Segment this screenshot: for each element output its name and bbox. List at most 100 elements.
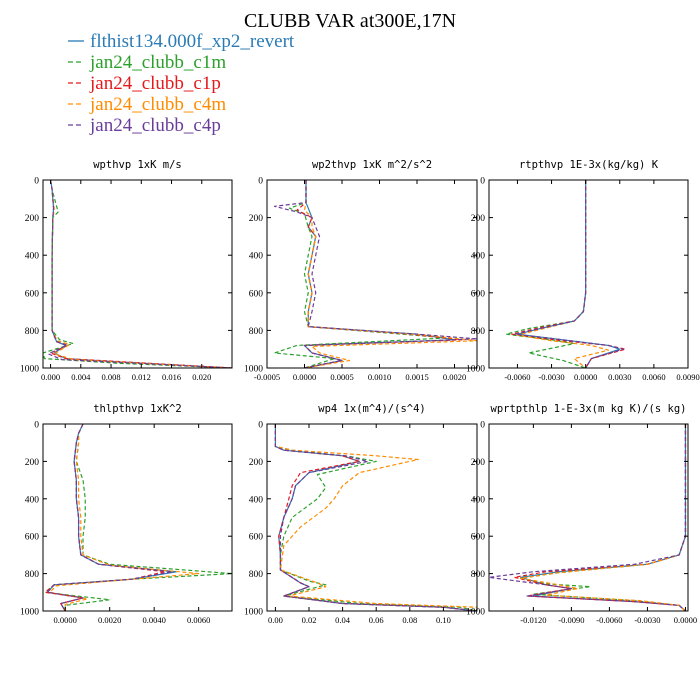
chart-panel: wp2thvp 1xK m^2/s^2 0 200 400 600 800 1000-0.0… (244, 159, 478, 382)
plot-frame (42, 179, 233, 369)
series-line (273, 180, 448, 368)
legend-entry: jan24_clubb_c1p (68, 73, 221, 94)
series-line (49, 180, 232, 368)
series-line (46, 424, 173, 611)
y-tick-label: 0 (34, 177, 39, 187)
panel-title: wp2thvp 1xK m^2/s^2 (312, 159, 432, 171)
series-line (514, 180, 624, 368)
series-line (44, 424, 166, 611)
x-tick-label: -0.0090 (558, 615, 584, 625)
y-tick-label: 1000 (466, 365, 485, 375)
y-tick-label: 0 (258, 177, 263, 187)
x-tick-label: -0.0060 (596, 615, 622, 625)
x-tick-label: 0.012 (132, 372, 151, 382)
panel-title: wpthvp 1xK m/s (93, 159, 182, 171)
y-tick-label: 200 (249, 458, 264, 468)
y-tick-label: 1000 (20, 608, 39, 618)
x-tick-label: -0.0030 (538, 372, 564, 382)
y-tick-label: 800 (249, 327, 264, 337)
y-tick-label: 800 (25, 570, 40, 580)
y-tick-label: 600 (249, 289, 264, 299)
series-line (43, 180, 232, 368)
legend-label: jan24_clubb_c1m (89, 52, 226, 73)
series-line (49, 180, 232, 368)
x-tick-label: 0.0040 (142, 615, 165, 625)
x-tick-label: 0.0000 (574, 372, 597, 382)
y-tick-label: 400 (249, 495, 264, 505)
x-tick-label: 0.02 (302, 615, 317, 625)
chart-panel: wprtpthlp 1-E-3x(m kg K)/(s kg) 0 200 400 60… (466, 403, 697, 625)
x-tick-label: 0.020 (192, 372, 211, 382)
series-group (505, 180, 627, 368)
x-tick-label: 0.0005 (330, 372, 353, 382)
series-line (303, 180, 456, 368)
series-line (46, 424, 178, 611)
legend-label: jan24_clubb_c4p (89, 115, 221, 136)
plot-frame (266, 423, 478, 612)
x-tick-label: 0.000 (41, 372, 60, 382)
x-tick-label: 0.10 (436, 615, 451, 625)
x-tick-label: -0.0005 (254, 372, 280, 382)
y-tick-label: 200 (471, 458, 486, 468)
series-line (505, 180, 587, 368)
series-line (273, 180, 477, 368)
y-tick-label: 800 (249, 570, 264, 580)
series-line (274, 424, 477, 611)
y-tick-label: 200 (25, 214, 40, 224)
series-line (47, 180, 232, 368)
series-line (513, 424, 687, 611)
x-tick-label: 0.0010 (368, 372, 391, 382)
y-tick-label: 800 (471, 570, 486, 580)
plot-frame (488, 423, 689, 612)
chart-panel: rtpthvp 1E-3x(kg/kg) K 0 200 400 600 800 1000 -… (466, 159, 700, 382)
x-tick-label: 0.0020 (443, 372, 466, 382)
y-tick-label: 400 (25, 252, 40, 262)
chart-panel: wp4 1x(m^4)/(s^4) 0 200 400 600 800 1000 0.00 0.… (244, 403, 478, 625)
y-tick-label: 800 (471, 327, 486, 337)
y-tick-label: 600 (25, 289, 40, 299)
y-tick-label: 1000 (244, 365, 263, 375)
series-line (274, 424, 477, 611)
series-line (520, 424, 687, 611)
plot-frame (42, 423, 233, 612)
series-line (511, 180, 627, 368)
series-line (520, 424, 687, 611)
y-tick-label: 600 (249, 533, 264, 543)
series-line (303, 180, 477, 368)
legend-label: flthist134.000f_xp2_revert (90, 31, 295, 52)
series-line (520, 424, 687, 611)
x-tick-label: 0.0000 (54, 615, 77, 625)
x-tick-label: 0.016 (162, 372, 181, 382)
x-tick-label: -0.0030 (634, 615, 660, 625)
series-group (43, 180, 232, 368)
x-tick-label: 0.0000 (674, 615, 697, 625)
y-tick-label: 200 (249, 214, 264, 224)
legend-label: jan24_clubb_c4m (89, 94, 226, 115)
y-tick-label: 0 (34, 421, 39, 431)
series-group (274, 424, 477, 611)
x-tick-label: 0.00 (268, 615, 283, 625)
series-line (49, 180, 232, 368)
figure-title: CLUBB VAR at300E,17N (244, 10, 456, 32)
x-tick-label: -0.0060 (504, 372, 530, 382)
x-tick-label: 0.06 (369, 615, 384, 625)
y-tick-label: 1000 (466, 608, 485, 618)
y-tick-label: 600 (471, 289, 486, 299)
plot-frame (266, 179, 478, 369)
y-tick-label: 200 (25, 458, 40, 468)
legend-entry: jan24_clubb_c1m (68, 52, 226, 73)
series-group (273, 180, 477, 368)
y-tick-label: 600 (25, 533, 40, 543)
panel-title: wprtpthlp 1-E-3x(m kg K)/(s kg) (491, 403, 687, 415)
y-tick-label: 800 (25, 327, 40, 337)
legend-entry: jan24_clubb_c4p (68, 115, 221, 136)
series-line (296, 180, 463, 368)
x-tick-label: 0.0015 (405, 372, 428, 382)
x-tick-label: 0.0030 (608, 372, 631, 382)
y-tick-label: 0 (480, 421, 485, 431)
y-tick-label: 600 (471, 533, 486, 543)
y-tick-label: 1000 (244, 608, 263, 618)
x-tick-label: 0.0020 (98, 615, 121, 625)
panel-title: thlpthvp 1xK^2 (93, 403, 182, 415)
